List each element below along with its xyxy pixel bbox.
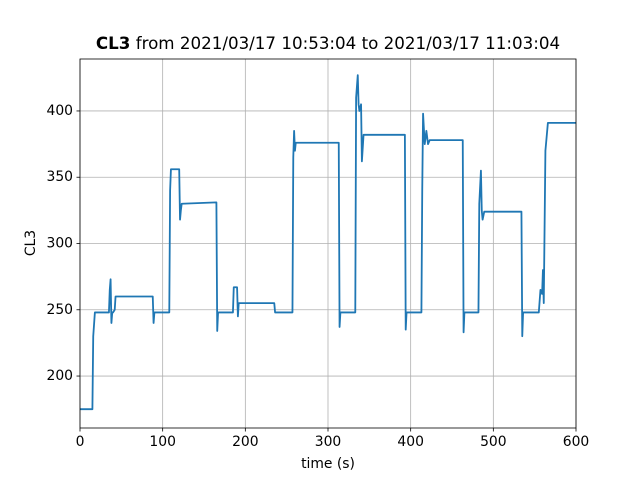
x-tick-label: 200 bbox=[232, 434, 259, 450]
x-tick-label: 400 bbox=[397, 434, 424, 450]
y-tick-label: 300 bbox=[46, 236, 73, 252]
y-tick-label: 250 bbox=[46, 302, 73, 318]
y-tick-label: 200 bbox=[46, 368, 73, 384]
title-bold: CL3 bbox=[96, 33, 131, 53]
y-tick-label: 400 bbox=[46, 103, 73, 119]
x-tick-label: 0 bbox=[76, 434, 85, 450]
x-tick-label: 600 bbox=[563, 434, 590, 450]
plot-frame bbox=[79, 58, 577, 429]
data-line bbox=[80, 74, 576, 411]
x-tick-label: 500 bbox=[480, 434, 507, 450]
y-tick-label: 350 bbox=[46, 169, 73, 185]
x-tick-label: 300 bbox=[315, 434, 342, 450]
title-rest: from 2021/03/17 10:53:04 to 2021/03/17 1… bbox=[136, 33, 560, 53]
x-axis-label: time (s) bbox=[301, 456, 355, 472]
y-axis-label: CL3 bbox=[23, 230, 39, 256]
chart-title: CL3 from 2021/03/17 10:53:04 to 2021/03/… bbox=[96, 33, 560, 53]
x-tick-label: 100 bbox=[149, 434, 176, 450]
